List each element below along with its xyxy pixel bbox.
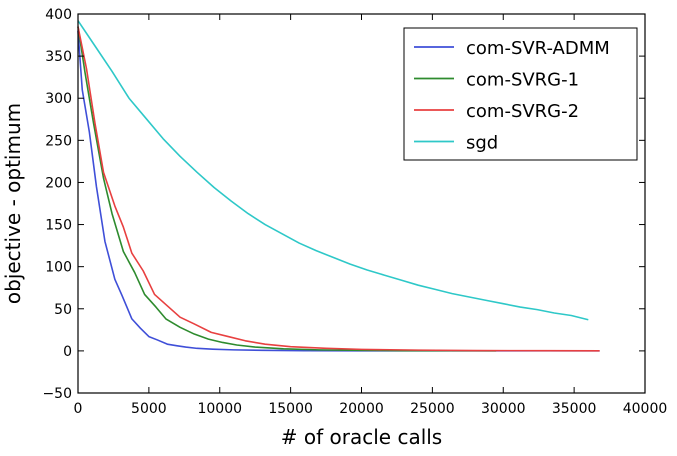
series-line-3	[77, 26, 600, 352]
x-tick-label: 40000	[623, 401, 668, 417]
y-tick-label: 250	[45, 133, 72, 149]
legend-box	[403, 27, 638, 161]
series-line-4	[77, 20, 589, 321]
legend-label: com-SVRG-1	[466, 70, 579, 91]
y-tick-label: −50	[42, 386, 72, 402]
y-tick-label: 200	[45, 175, 72, 191]
legend-label: com-SVRG-2	[466, 101, 579, 122]
legend-label: sgd	[466, 133, 498, 154]
tick-layer: 0 5000 10000 15000 20000 25000 30000 35000 40000…	[42, 7, 667, 417]
x-tick-label: 20000	[339, 401, 384, 417]
y-tick-label: 50	[54, 302, 72, 318]
legend-label: com-SVR-ADMM	[466, 38, 610, 59]
y-tick-label: 300	[45, 91, 72, 107]
y-tick-label: 0	[63, 344, 72, 360]
x-tick-label: 5000	[131, 401, 167, 417]
y-tick-label: 400	[45, 7, 72, 23]
y-tick-label: 100	[45, 260, 72, 276]
x-tick-label: 10000	[197, 401, 242, 417]
legend: com-SVR-ADMM com-SVRG-1 com-SVRG-2 sgd	[403, 27, 638, 161]
x-tick-label: 35000	[552, 401, 597, 417]
series-layer	[77, 20, 600, 352]
x-tick-label: 30000	[481, 401, 526, 417]
x-tick-label: 25000	[410, 401, 455, 417]
y-tick-label: 350	[45, 49, 72, 65]
y-tick-label: 150	[45, 218, 72, 234]
x-tick-label: 15000	[268, 401, 313, 417]
y-axis-label: objective - optimum	[1, 103, 25, 304]
series-line-2	[77, 26, 497, 352]
x-tick-label: 0	[74, 401, 83, 417]
x-axis-label: # of oracle calls	[281, 425, 442, 449]
